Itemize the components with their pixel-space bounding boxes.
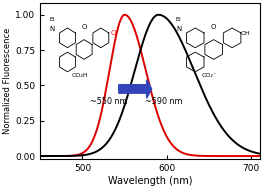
- Text: ~590 nm: ~590 nm: [145, 97, 182, 106]
- FancyArrow shape: [119, 80, 152, 98]
- Text: Right
structure: Right structure: [199, 8, 224, 19]
- Y-axis label: Normalized Fluorescence: Normalized Fluorescence: [3, 28, 12, 134]
- Text: ~550 nm: ~550 nm: [90, 97, 127, 106]
- X-axis label: Wavelength (nm): Wavelength (nm): [108, 176, 192, 186]
- Text: Left
structure: Left structure: [67, 8, 92, 19]
